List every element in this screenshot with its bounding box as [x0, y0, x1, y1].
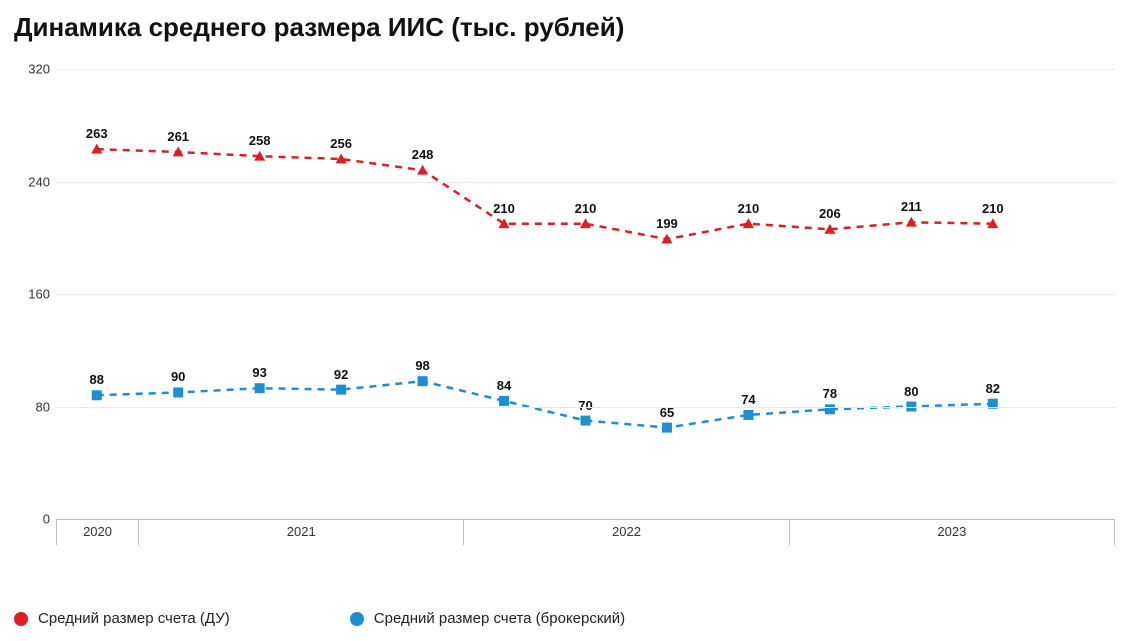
y-tick-label: 160: [14, 287, 50, 302]
chart-container: Динамика среднего размера ИИС (тыс. рубл…: [0, 0, 1133, 641]
data-label: 199: [656, 216, 678, 231]
data-marker: [418, 376, 428, 386]
data-label: 210: [575, 201, 597, 216]
data-label: 256: [330, 136, 352, 151]
x-tick-label: 2021: [138, 519, 463, 545]
data-label: 263: [86, 126, 108, 141]
data-label: 92: [334, 367, 348, 382]
gridline: [56, 294, 1115, 295]
x-tick-label: 2023: [789, 519, 1115, 545]
data-label: 261: [167, 129, 189, 144]
data-label: 210: [738, 201, 760, 216]
data-label: 206: [819, 206, 841, 221]
x-tick-label: 2020: [56, 519, 138, 545]
data-marker: [581, 416, 591, 426]
data-label: 74: [741, 392, 755, 407]
data-marker: [92, 390, 102, 400]
legend-marker-icon: [14, 612, 28, 626]
data-label: 78: [823, 386, 837, 401]
legend-label: Средний размер счета (ДУ): [38, 610, 230, 627]
data-label: 210: [493, 201, 515, 216]
data-marker: [662, 423, 672, 433]
data-marker: [336, 385, 346, 395]
y-tick-label: 80: [14, 399, 50, 414]
y-tick-label: 0: [14, 512, 50, 527]
legend-item: Средний размер счета (брокерский): [350, 610, 625, 627]
data-marker: [743, 410, 753, 420]
x-axis-cells: 2020202120222023: [56, 519, 1115, 545]
data-label: 210: [982, 201, 1004, 216]
series-line: [97, 149, 993, 239]
data-marker: [743, 218, 754, 228]
legend-marker-icon: [350, 612, 364, 626]
legend-item: Средний размер счета (ДУ): [14, 610, 230, 627]
data-marker: [417, 165, 428, 175]
data-label: 258: [249, 133, 271, 148]
data-label: 98: [415, 358, 429, 373]
data-label: 93: [252, 365, 266, 380]
data-label: 84: [497, 378, 511, 393]
data-marker: [499, 396, 509, 406]
data-label: 88: [89, 372, 103, 387]
data-marker: [255, 383, 265, 393]
gridline: [56, 69, 1115, 70]
data-marker: [580, 218, 591, 228]
data-label: 80: [904, 384, 918, 399]
data-label: 211: [901, 199, 922, 214]
data-label: 248: [412, 147, 434, 162]
y-tick-label: 320: [14, 62, 50, 77]
y-tick-label: 240: [14, 174, 50, 189]
data-label: 90: [171, 369, 185, 384]
x-tick-label: 2022: [463, 519, 788, 545]
legend-label: Средний размер счета (брокерский): [374, 610, 625, 627]
data-label: 70: [578, 398, 592, 413]
data-marker: [173, 387, 183, 397]
data-label: 82: [986, 381, 1000, 396]
chart-title: Динамика среднего размера ИИС (тыс. рубл…: [14, 12, 1119, 43]
gridline: [56, 182, 1115, 183]
legend: Средний размер счета (ДУ) Средний размер …: [14, 610, 1119, 627]
data-marker: [173, 146, 184, 156]
chart-area: 263 261 258 256 248 210 210 199 210 206 211 210 88 90…: [14, 61, 1119, 561]
series-line: [97, 381, 993, 427]
gridline: [56, 407, 1115, 408]
data-marker: [661, 234, 672, 244]
